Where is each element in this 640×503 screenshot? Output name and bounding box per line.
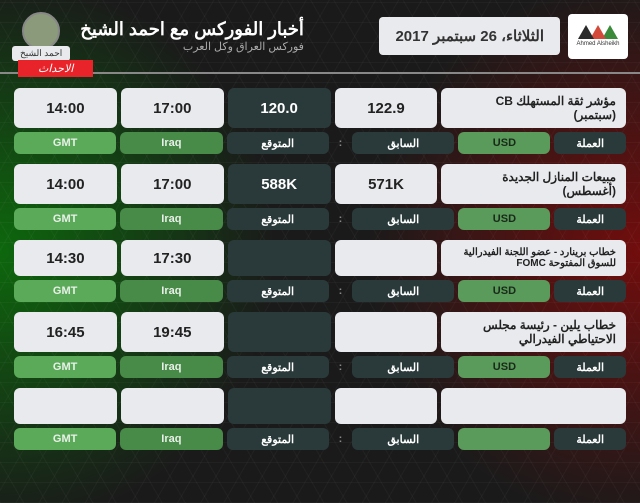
page-subtitle: فوركس العراق وكل العرب bbox=[80, 40, 304, 53]
label-previous: السابق bbox=[352, 132, 454, 154]
time-iraq bbox=[121, 388, 224, 424]
page-title: أخبار الفوركس مع احمد الشيخ bbox=[80, 19, 304, 40]
label-previous: السابق bbox=[352, 356, 454, 378]
date-display: الثلاثاء، 26 سبتمبر 2017 bbox=[379, 17, 560, 55]
label-iraq: Iraq bbox=[120, 280, 222, 302]
event-row: مبيعات المنازل الجديدة (أغسطس)571K588K17… bbox=[14, 164, 626, 230]
separator: الاحداث bbox=[0, 72, 640, 74]
time-gmt: 14:00 bbox=[14, 88, 117, 128]
event-name: مبيعات المنازل الجديدة (أغسطس) bbox=[441, 164, 626, 204]
event-row: خطاب يلين - رئيسة مجلس الاحتياطي الفيدرا… bbox=[14, 312, 626, 378]
event-row: العملة السابق:المتوقعIraqGMT bbox=[14, 388, 626, 450]
label-currency: العملة bbox=[554, 280, 626, 302]
title-block: أخبار الفوركس مع احمد الشيخ فوركس العراق… bbox=[70, 19, 304, 53]
time-gmt bbox=[14, 388, 117, 424]
label-expected: المتوقع bbox=[227, 356, 329, 378]
label-colon: : bbox=[333, 208, 348, 230]
time-gmt: 16:45 bbox=[14, 312, 117, 352]
time-iraq: 17:00 bbox=[121, 88, 224, 128]
logo-triangle bbox=[578, 25, 594, 39]
label-gmt: GMT bbox=[14, 132, 116, 154]
previous-value bbox=[335, 240, 438, 276]
label-colon: : bbox=[333, 280, 348, 302]
expected-value bbox=[228, 240, 331, 276]
label-usd bbox=[458, 428, 550, 450]
expected-value bbox=[228, 388, 331, 424]
label-expected: المتوقع bbox=[227, 208, 329, 230]
label-gmt: GMT bbox=[14, 208, 116, 230]
label-currency: العملة bbox=[554, 428, 626, 450]
time-iraq: 17:00 bbox=[121, 164, 224, 204]
label-previous: السابق bbox=[352, 428, 454, 450]
label-gmt: GMT bbox=[14, 356, 116, 378]
label-colon: : bbox=[333, 132, 348, 154]
label-iraq: Iraq bbox=[120, 132, 222, 154]
label-usd: USD bbox=[458, 356, 550, 378]
previous-value bbox=[335, 312, 438, 352]
label-iraq: Iraq bbox=[120, 208, 222, 230]
time-gmt: 14:30 bbox=[14, 240, 117, 276]
label-usd: USD bbox=[458, 208, 550, 230]
label-expected: المتوقع bbox=[227, 428, 329, 450]
label-expected: المتوقع bbox=[227, 280, 329, 302]
label-previous: السابق bbox=[352, 208, 454, 230]
label-currency: العملة bbox=[554, 208, 626, 230]
author-name: احمد الشيخ bbox=[12, 46, 70, 61]
event-row: خطاب برينارد - عضو اللجنة الفيدرالية للس… bbox=[14, 240, 626, 302]
expected-value bbox=[228, 312, 331, 352]
logo-label: Ahmed Alsheikh bbox=[576, 41, 619, 47]
label-currency: العملة bbox=[554, 356, 626, 378]
label-colon: : bbox=[333, 428, 348, 450]
time-iraq: 17:30 bbox=[121, 240, 224, 276]
label-colon: : bbox=[333, 356, 348, 378]
previous-value: 571K bbox=[335, 164, 438, 204]
previous-value bbox=[335, 388, 438, 424]
previous-value: 122.9 bbox=[335, 88, 438, 128]
time-iraq: 19:45 bbox=[121, 312, 224, 352]
events-table: مؤشر ثقة المستهلك CB (سبتمبر)122.9120.01… bbox=[0, 80, 640, 458]
logo: Ahmed Alsheikh bbox=[568, 14, 628, 59]
event-name: خطاب يلين - رئيسة مجلس الاحتياطي الفيدرا… bbox=[441, 312, 626, 352]
label-usd: USD bbox=[458, 132, 550, 154]
event-name: خطاب برينارد - عضو اللجنة الفيدرالية للس… bbox=[441, 240, 626, 276]
label-expected: المتوقع bbox=[227, 132, 329, 154]
expected-value: 588K bbox=[228, 164, 331, 204]
avatar bbox=[22, 12, 60, 50]
author-block: احمد الشيخ bbox=[12, 12, 70, 61]
label-gmt: GMT bbox=[14, 428, 116, 450]
expected-value: 120.0 bbox=[228, 88, 331, 128]
header: Ahmed Alsheikh الثلاثاء، 26 سبتمبر 2017 … bbox=[0, 0, 640, 72]
label-currency: العملة bbox=[554, 132, 626, 154]
event-name: مؤشر ثقة المستهلك CB (سبتمبر) bbox=[441, 88, 626, 128]
event-name bbox=[441, 388, 626, 424]
label-previous: السابق bbox=[352, 280, 454, 302]
label-usd: USD bbox=[458, 280, 550, 302]
label-iraq: Iraq bbox=[120, 428, 222, 450]
label-iraq: Iraq bbox=[120, 356, 222, 378]
events-badge: الاحداث bbox=[18, 60, 93, 77]
time-gmt: 14:00 bbox=[14, 164, 117, 204]
label-gmt: GMT bbox=[14, 280, 116, 302]
event-row: مؤشر ثقة المستهلك CB (سبتمبر)122.9120.01… bbox=[14, 88, 626, 154]
